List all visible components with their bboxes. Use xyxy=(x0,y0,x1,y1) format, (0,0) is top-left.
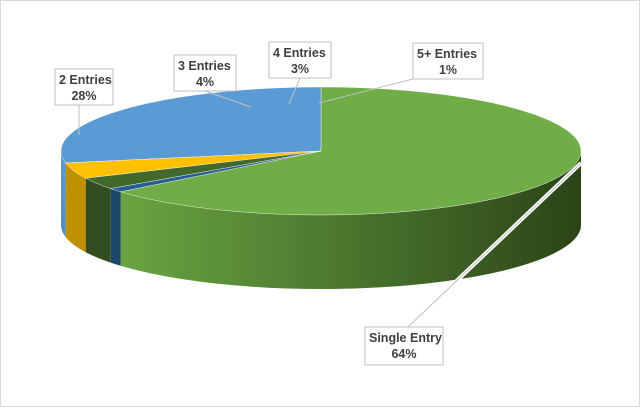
data-label-box-single-entry xyxy=(364,326,444,366)
pie-sides xyxy=(61,151,581,289)
pie-tops xyxy=(60,86,582,216)
data-label-category-single-entry: Single Entry xyxy=(369,331,442,345)
pie-side-5-entries xyxy=(110,188,121,266)
data-label-box-2-entries xyxy=(54,68,114,106)
data-label-value-4-entries: 3% xyxy=(291,62,309,76)
pie-slice-5-entries xyxy=(110,150,322,193)
data-label-category-5-entries: 5+ Entries xyxy=(417,47,477,61)
leader-line-5-entries xyxy=(318,78,414,104)
pie-side-4-entries xyxy=(85,178,111,263)
leader-lines xyxy=(78,77,583,329)
data-label-category-2-entries: 2 Entries xyxy=(59,73,112,87)
data-label-value-single-entry: 64% xyxy=(391,347,416,361)
data-label-box-4-entries xyxy=(268,41,332,79)
leader-line-4-entries xyxy=(288,77,301,105)
leader-line-3-entries xyxy=(204,90,252,108)
pie-side-2-entries xyxy=(61,151,66,237)
data-label-box-3-entries xyxy=(173,54,237,92)
pie-slice-2-entries xyxy=(60,86,322,164)
data-label-box-5-entries xyxy=(412,42,484,80)
leader-line-single-entry-stroke xyxy=(407,162,582,328)
pie-slice-single-entry xyxy=(120,86,582,216)
data-label-value-3-entries: 4% xyxy=(196,75,214,89)
pie-side-single-entry xyxy=(120,151,581,289)
data-labels: Single Entry 64% 2 Entries 28% 3 Entries 4% 4 … xyxy=(54,41,484,366)
data-label-value-5-entries: 1% xyxy=(439,63,457,77)
pie-side-3-entries xyxy=(65,162,86,253)
data-label-category-4-entries: 4 Entries xyxy=(273,46,326,60)
data-label-value-2-entries: 28% xyxy=(71,89,96,103)
data-label-category-3-entries: 3 Entries xyxy=(178,59,231,73)
